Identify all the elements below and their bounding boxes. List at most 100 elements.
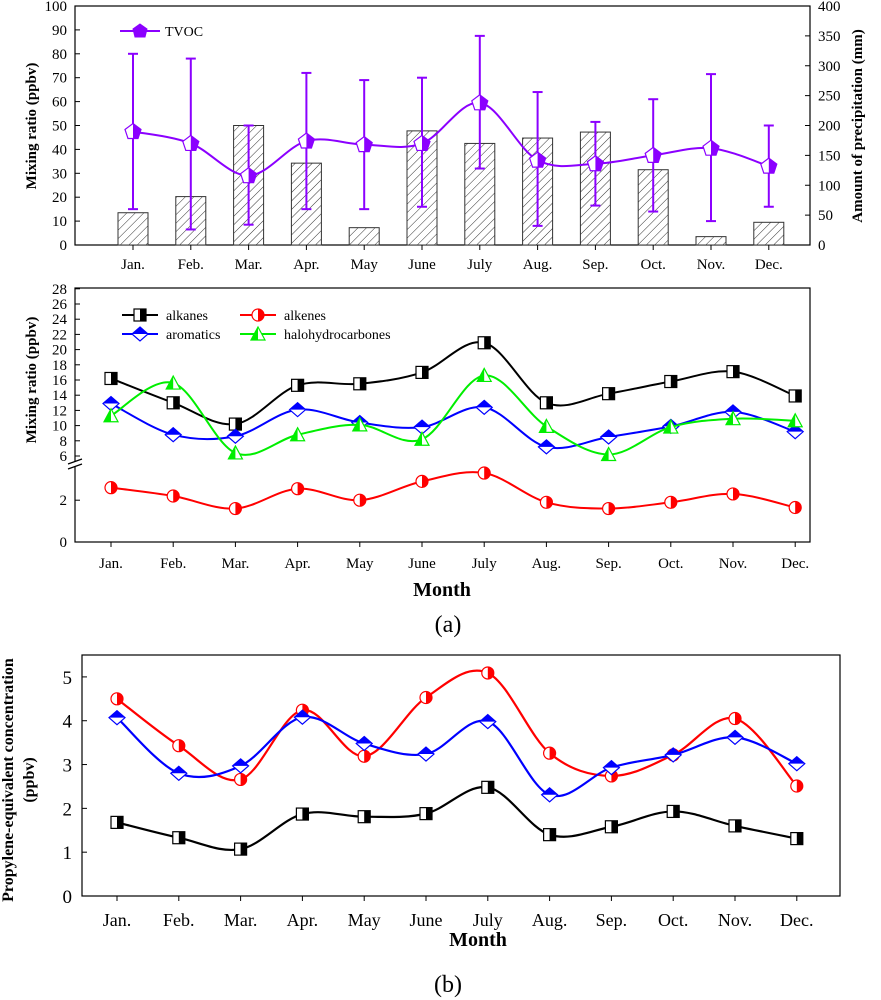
x-tick-label: Apr.	[284, 556, 310, 572]
pe-aromatics-point-july	[479, 714, 496, 722]
aromatics-point-mar	[227, 429, 244, 437]
y-tick-label: 20	[52, 190, 67, 206]
tvoc-point-sep	[595, 155, 604, 171]
caption-b: (b)	[434, 972, 462, 998]
legend-marker-halohydrocarbones	[251, 327, 258, 340]
y2-tick-label: 300	[818, 59, 841, 75]
panel-bottom-series	[108, 666, 806, 856]
alkanes-line	[110, 341, 796, 426]
y-tick-label: 12	[52, 403, 67, 419]
aromatics-line	[110, 402, 796, 450]
precipitation-bar-nov	[695, 236, 727, 246]
x-tick-label: Apr.	[293, 257, 319, 273]
tvoc-point-june	[422, 135, 430, 151]
alkanes-point-may	[359, 377, 366, 390]
pe-alkanes-point-july	[487, 781, 494, 794]
alkenes-point-may	[359, 494, 366, 507]
precipitation-bars	[117, 125, 785, 246]
tvoc-point-nov	[711, 140, 719, 156]
pe-aromatics-point-feb	[170, 766, 187, 774]
pe-aromatics-point-aug	[541, 787, 558, 795]
aromatics-point-jan	[103, 396, 119, 404]
y-tick-label: 90	[52, 23, 67, 39]
pe-alkenes-point-mar	[240, 773, 247, 786]
pe-alkanes-point-apr	[302, 808, 309, 821]
tvoc-series-line	[132, 101, 770, 177]
alkanes-point-oct	[670, 375, 677, 388]
x-tick-label: Nov.	[719, 556, 748, 572]
alkenes-point-oct	[670, 496, 677, 509]
legend-item-alkenes: alkenes	[240, 308, 326, 324]
alkenes-point-nov	[733, 487, 739, 500]
y-tick-label: 8	[60, 434, 68, 450]
pe-series-alkenes	[110, 666, 804, 793]
x-tick-label: Feb.	[178, 257, 204, 273]
halohydrocarbones-point-oct	[663, 420, 671, 434]
alkenes-point-aug	[546, 496, 553, 509]
y-tick-label: 70	[52, 71, 67, 87]
tvoc-point-dec	[768, 158, 777, 174]
pe-aromatics-point-june	[418, 747, 434, 755]
y2-tick-label: 250	[818, 89, 841, 105]
halohydrocarbones-point-july	[477, 368, 485, 382]
aromatics-point-june	[414, 420, 430, 428]
x-tick-label: Feb.	[163, 910, 195, 930]
legend-marker-alkanes	[140, 309, 146, 321]
halohydrocarbones-point-apr	[290, 427, 298, 441]
y-tick-label: 4	[63, 712, 73, 733]
halohydrocarbones-point-mar	[228, 445, 236, 459]
legend-item-aromatics: aromatics	[122, 326, 220, 343]
pe-aromatics-point-jan	[109, 710, 125, 718]
x-tick-label: Mar.	[224, 910, 258, 930]
x-tick-label: Jan.	[99, 556, 123, 572]
y-tick-label: 3	[63, 756, 73, 777]
x-tick-label: Dec.	[781, 556, 809, 572]
panel-middle-frame	[74, 287, 811, 543]
series-alkanes	[104, 336, 802, 431]
precipitation-bar-may	[348, 227, 380, 246]
alkenes-point-july	[484, 467, 491, 480]
alkenes-point-feb	[173, 490, 180, 503]
alkanes-point-apr	[297, 379, 304, 392]
y-tick-label: 28	[52, 282, 67, 298]
x-tick-label: Oct.	[658, 910, 689, 930]
y-tick-label: 10	[52, 419, 67, 435]
x-tick-label: Sep.	[596, 910, 628, 930]
legend-item-halohydrocarbones: halohydrocarbones	[240, 325, 391, 343]
x-tick-label: Dec.	[755, 257, 783, 273]
alkenes-line	[110, 471, 796, 510]
alkanes-point-aug	[546, 396, 553, 409]
x-tick-label: July	[472, 556, 498, 572]
panel-middle-series	[102, 336, 805, 516]
y-tick-label: 20	[52, 343, 67, 359]
panel-top-y-label: Mixing ratio (ppbv)	[24, 63, 40, 190]
pe-alkanes-point-jan	[117, 816, 123, 829]
legend-marker-aromatics	[132, 327, 148, 334]
halohydrocarbones-point-jan	[104, 408, 111, 422]
precipitation-bar-jan	[117, 212, 149, 246]
tvoc-point-feb	[190, 135, 199, 151]
panel-bottom-ticks: 0 1 2 3 4 5 Jan. Feb. Mar. Apr. May June July Aug. Sep…	[63, 668, 814, 930]
pe-alkanes-point-mar	[240, 843, 247, 856]
pe-alkenes-point-july	[487, 666, 494, 679]
legend-label-alkanes: alkanes	[166, 309, 208, 324]
alkanes-point-sep	[608, 387, 615, 400]
series-alkenes	[104, 466, 802, 516]
x-tick-label: Mar.	[235, 257, 263, 273]
aromatics-point-aug	[538, 439, 555, 447]
y-tick-label: 10	[52, 214, 67, 230]
x-tick-label: July	[473, 910, 503, 930]
panel-top-y2-label: Amount of precipitation (mm)	[850, 29, 866, 222]
caption-a: (a)	[435, 612, 462, 638]
aromatics-point-sep	[600, 430, 617, 437]
x-tick-label: Nov.	[718, 910, 752, 930]
pe-aromatics-point-may	[356, 736, 373, 744]
x-tick-label: Dec.	[780, 910, 813, 930]
panel-bottom-x-label: Month	[449, 929, 507, 951]
x-tick-label: Jan.	[121, 257, 145, 273]
y-tick-label: 1	[63, 843, 73, 864]
pe-alkanes-point-oct	[673, 805, 680, 818]
y2-tick-label: 400	[818, 0, 841, 15]
panel-top-chart: 0 10 20 30 40 50 60 70 80 90 100 0 50 100 150 200 250 300…	[24, 0, 866, 273]
